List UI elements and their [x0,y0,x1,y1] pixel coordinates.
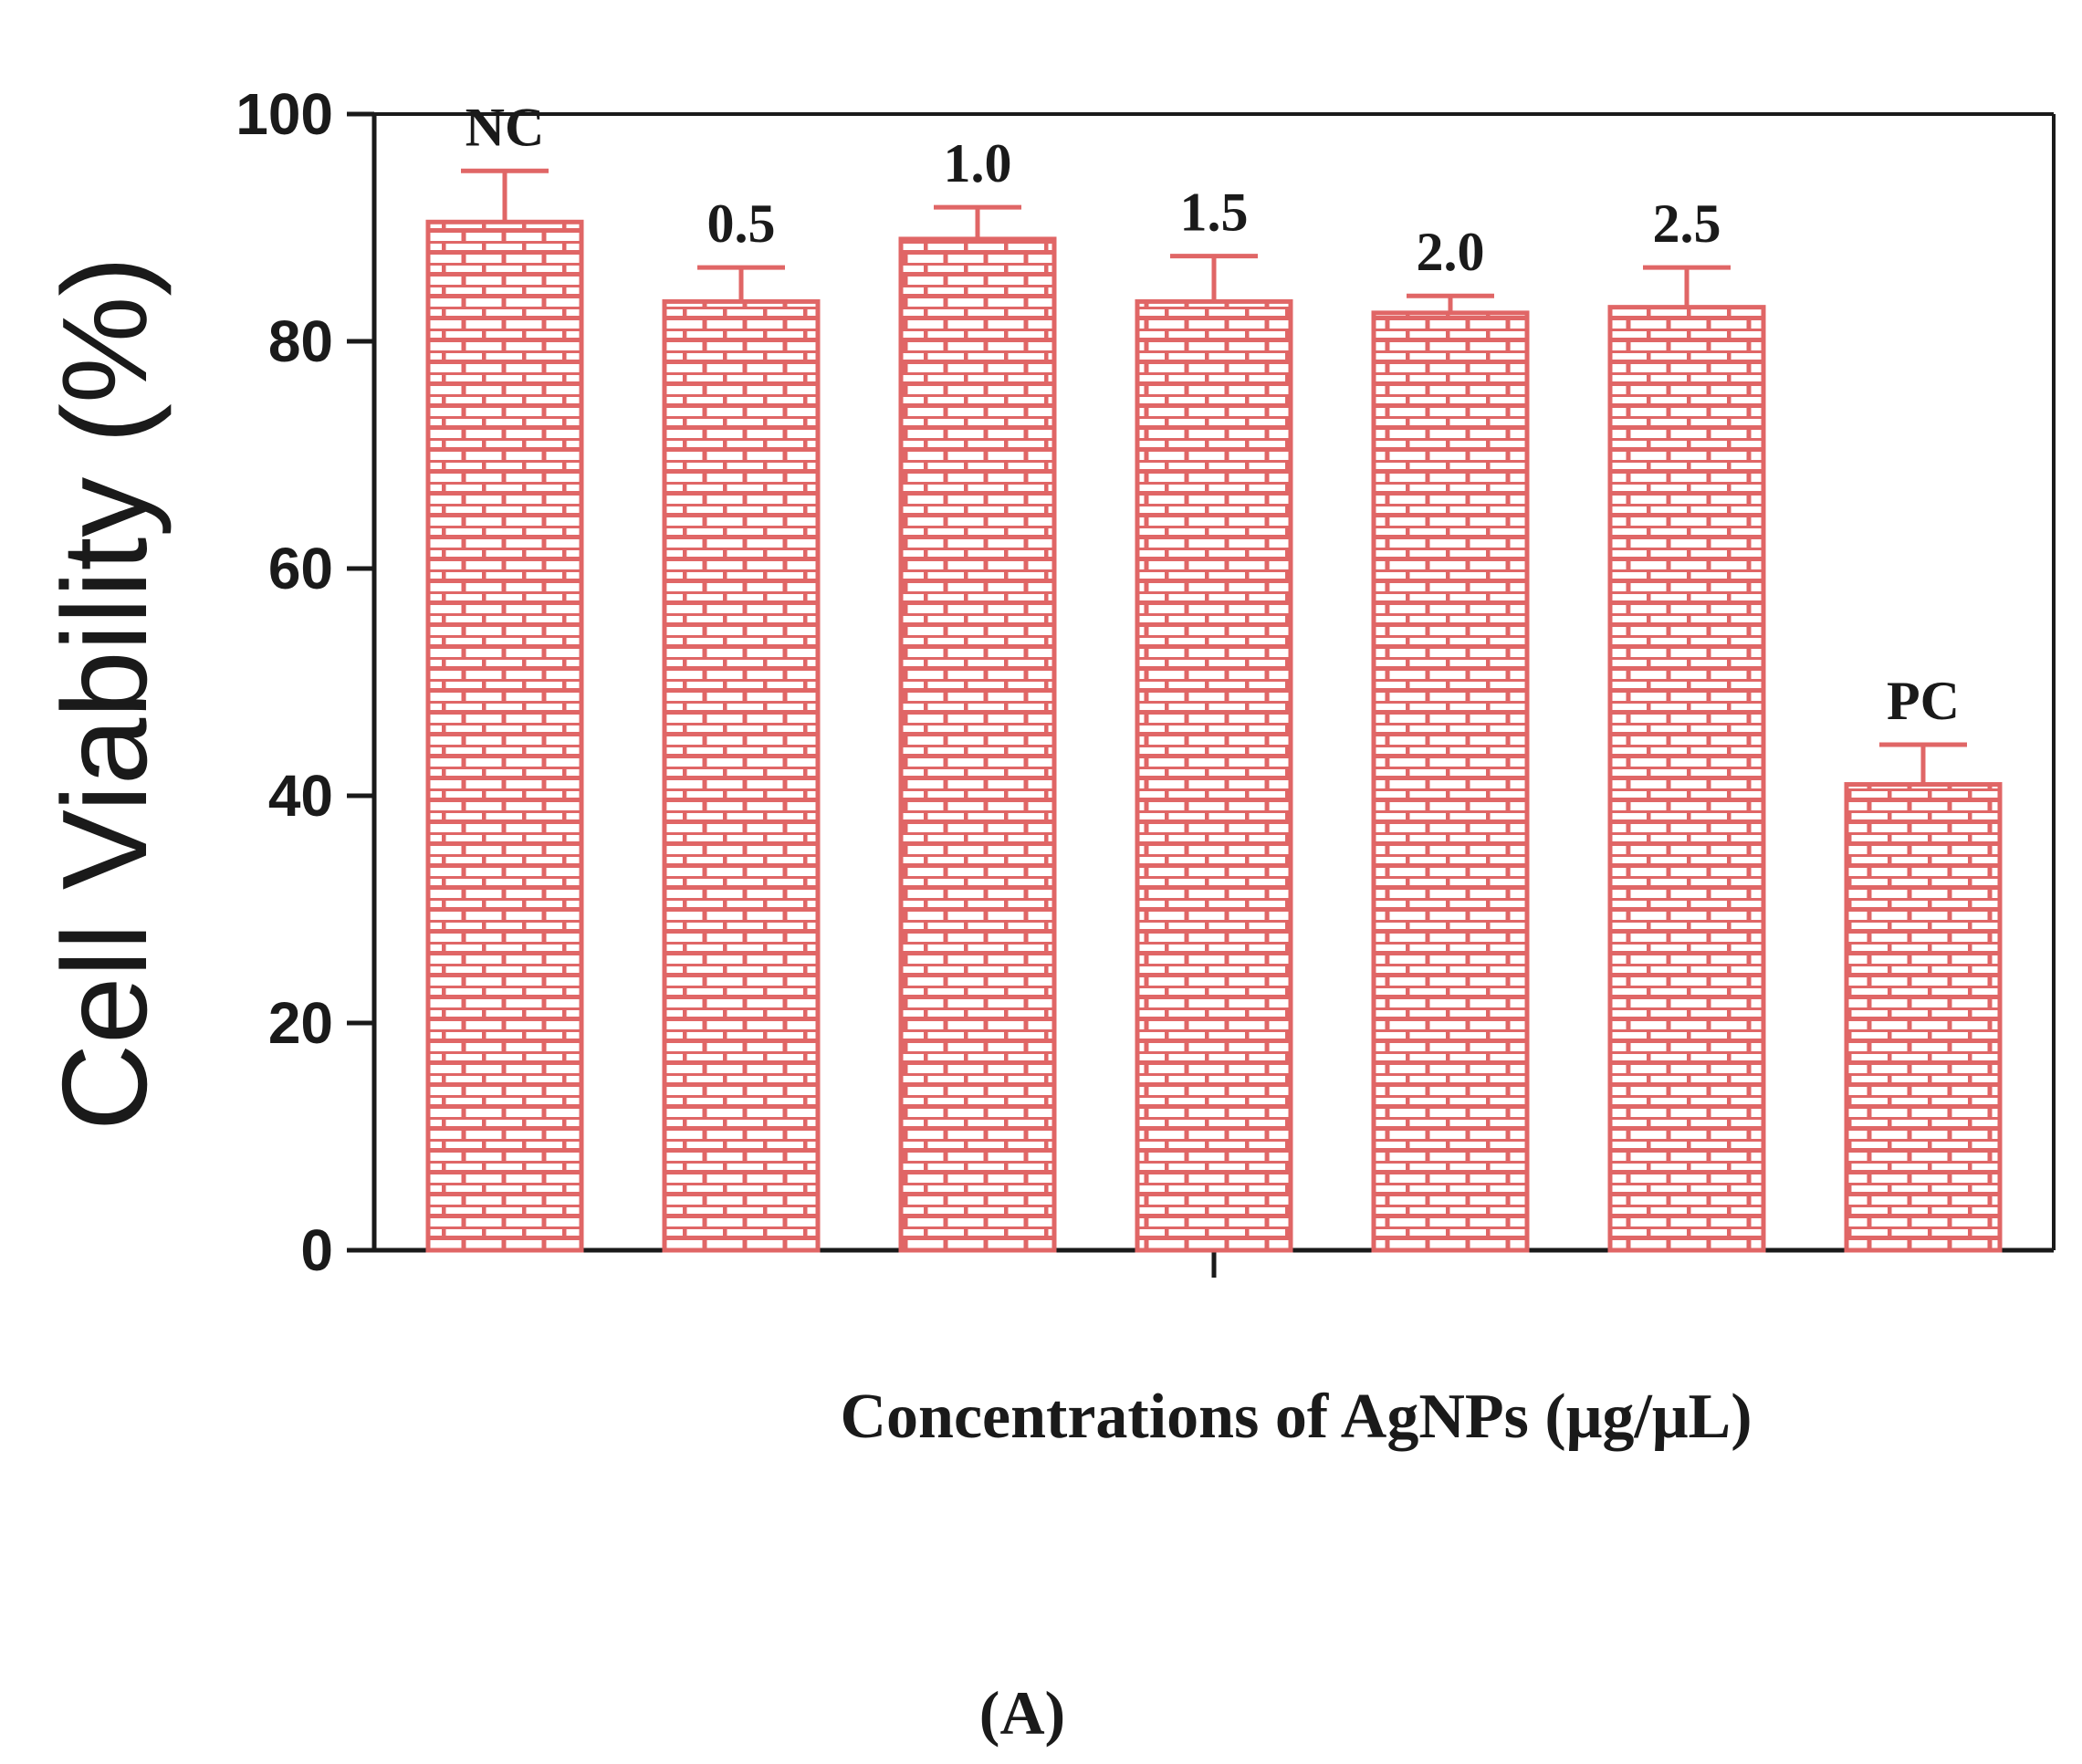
bar-label-NC: NC [466,97,545,157]
y-tick-label-60: 60 [268,536,333,601]
bar-label-0.5: 0.5 [707,193,776,254]
y-tick-label-100: 100 [235,81,333,147]
bar-2.0 [1371,310,1530,1253]
bar-labels: NC 0.5 1.0 1.5 2.0 2.5 PC [466,97,1960,731]
bar-label-1.0: 1.0 [944,133,1012,193]
bar-PC [1844,782,2003,1253]
x-axis-title: Concentrations of AgNPs (μg/μL) [840,1382,1752,1452]
y-axis-title: Cell Viability (%) [37,256,172,1131]
y-tick-label-80: 80 [268,308,333,374]
bar-NC [425,219,584,1253]
y-tick-label-40: 40 [268,763,333,829]
bar-label-2.0: 2.0 [1417,222,1485,282]
panel-label: (A) [979,1678,1065,1748]
bar-1.0 [898,236,1057,1253]
bars [425,219,2003,1253]
bar-label-PC: PC [1887,671,1960,731]
bar-1.5 [1135,298,1293,1253]
bar-label-1.5: 1.5 [1180,183,1249,243]
bar-2.5 [1607,305,1766,1253]
bar-label-2.5: 2.5 [1653,193,1721,254]
error-bars [461,168,1967,785]
y-axis-ticks: 0 20 40 60 80 100 [235,81,374,1283]
y-tick-label-0: 0 [300,1217,333,1283]
bar-0.5 [662,298,821,1253]
y-tick-label-20: 20 [268,990,333,1056]
